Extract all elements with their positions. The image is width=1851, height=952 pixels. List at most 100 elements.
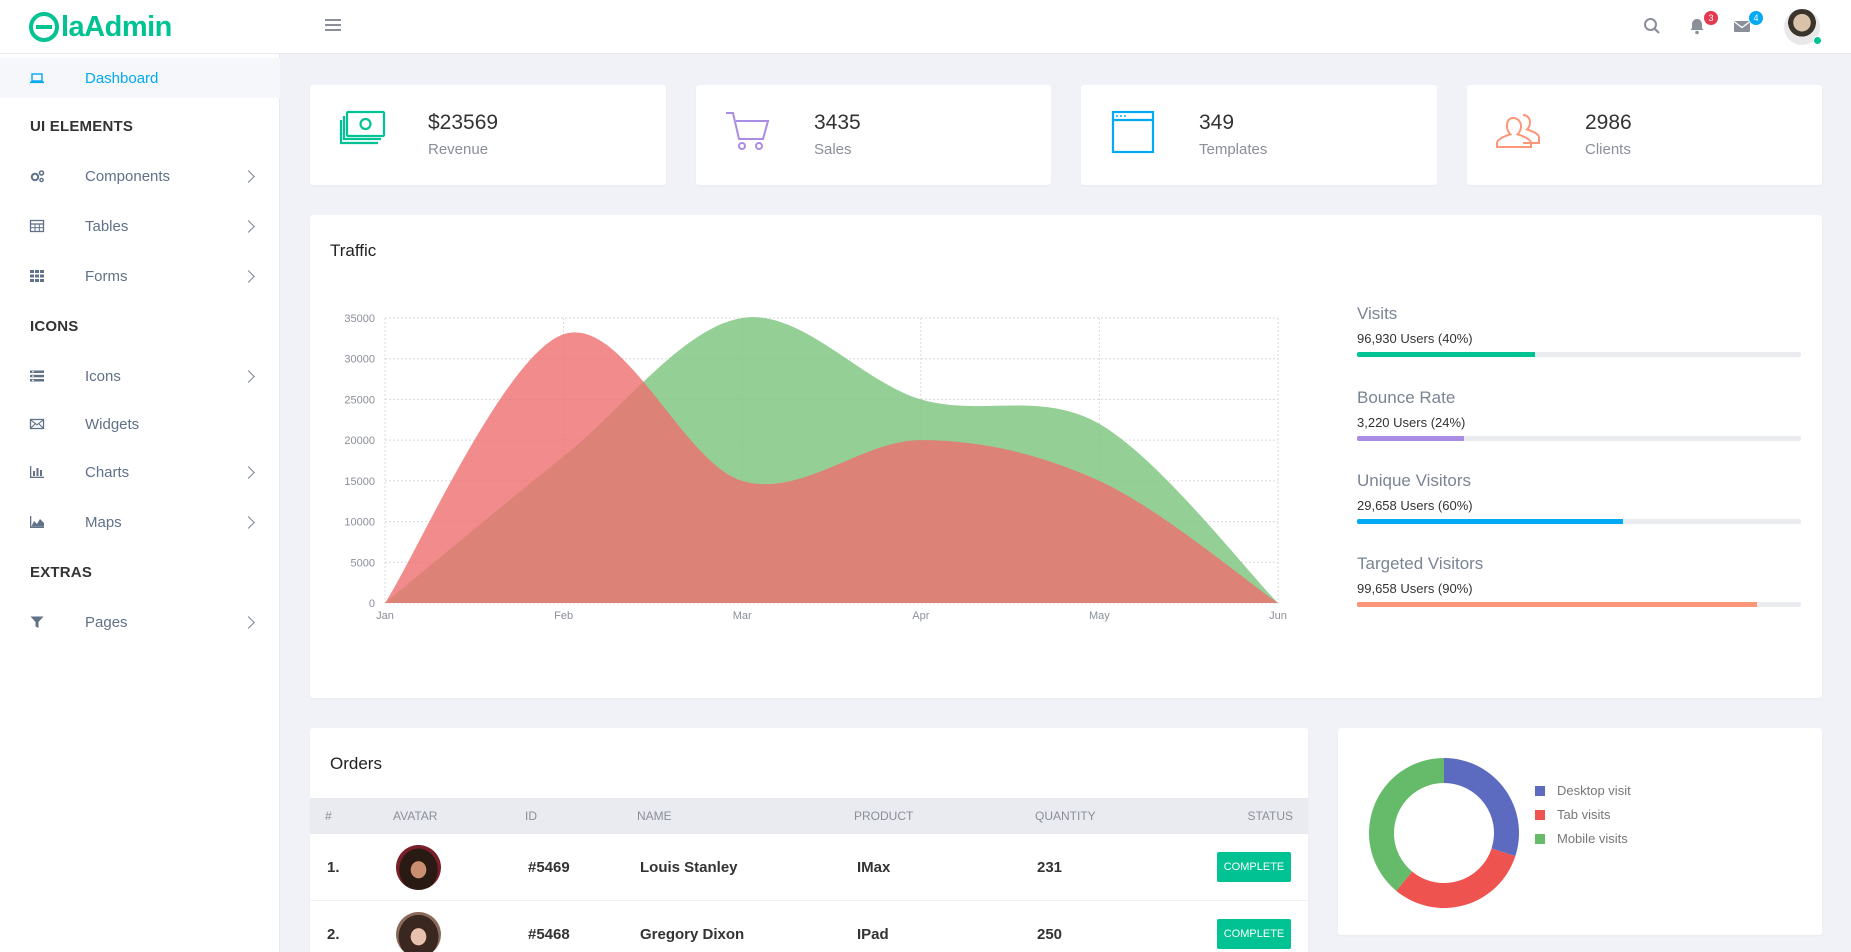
legend-label: Desktop visit: [1557, 783, 1631, 798]
progress-title: Visits: [1357, 304, 1398, 323]
sidebar-item-label: Dashboard: [85, 69, 159, 87]
y-tick-label: 15000: [344, 476, 375, 488]
product-name: IPad: [857, 926, 889, 943]
table-row[interactable]: 2. #5468 Gregory Dixon IPad 250 COMPLETE: [310, 901, 1308, 952]
cogs-icon: [29, 169, 45, 183]
laptop-icon: [29, 71, 45, 85]
cart-icon: [724, 109, 772, 151]
traffic-title: Traffic: [330, 241, 377, 260]
sidebar-item-label: Components: [85, 167, 171, 185]
stat-value: 3435: [814, 111, 861, 134]
stat-card-templates: 349 Templates: [1081, 85, 1437, 185]
table-icon: [29, 219, 45, 233]
orders-table-header: # AVATAR ID NAME PRODUCT QUANTITY STATUS: [310, 798, 1308, 834]
logo-mark: [29, 12, 59, 42]
donut-slice: [1369, 758, 1444, 891]
stat-card-sales: 3435 Sales: [696, 85, 1051, 185]
status-badge[interactable]: COMPLETE: [1217, 852, 1291, 882]
legend-item: Mobile visits: [1535, 831, 1628, 846]
row-number: 2.: [327, 926, 340, 943]
sidebar-item-forms[interactable]: Forms: [0, 256, 280, 296]
area-chart-icon: [29, 515, 45, 529]
chevron-right-icon: [242, 465, 255, 479]
progress-subtitle: 29,658 Users (60%): [1357, 498, 1473, 513]
y-tick-label: 25000: [344, 394, 375, 406]
sidebar-item-tables[interactable]: Tables: [0, 206, 280, 246]
sidebar-item-charts[interactable]: Charts: [0, 452, 280, 492]
progress-fill: [1357, 436, 1464, 441]
sidebar-item-pages[interactable]: Pages: [0, 602, 280, 642]
status-badge[interactable]: COMPLETE: [1217, 919, 1291, 949]
table-row[interactable]: 1. #5469 Louis Stanley IMax 231 COMPLETE: [310, 834, 1308, 901]
legend-swatch: [1535, 785, 1545, 796]
column-header: NAME: [637, 809, 672, 823]
sidebar-item-components[interactable]: Components: [0, 156, 280, 196]
sidebar-item-widgets[interactable]: Widgets: [0, 404, 280, 444]
column-header: QUANTITY: [1035, 809, 1096, 823]
sidebar-item-dashboard[interactable]: Dashboard: [0, 58, 280, 98]
area-series-2: [385, 332, 1278, 603]
stat-label: Templates: [1199, 141, 1268, 158]
sidebar-item-label: Icons: [85, 367, 121, 385]
legend-swatch: [1535, 809, 1545, 820]
x-tick-label: Jun: [1269, 610, 1287, 622]
y-tick-label: 10000: [344, 517, 375, 529]
stat-value: 2986: [1585, 111, 1632, 134]
sidebar-item-label: Charts: [85, 463, 130, 481]
sidebar-item-maps[interactable]: Maps: [0, 502, 280, 542]
customer-avatar: [396, 845, 441, 890]
sidebar-item-label: Forms: [85, 267, 128, 285]
stat-card-clients: 2986 Clients: [1467, 85, 1822, 185]
y-tick-label: 35000: [344, 313, 375, 325]
menu-toggle-icon[interactable]: [325, 19, 341, 33]
section-title-extras: EXTRAS: [30, 564, 93, 581]
legend-item: Tab visits: [1535, 807, 1610, 822]
customer-avatar: [396, 912, 441, 952]
stat-label: Revenue: [428, 141, 489, 158]
legend-label: Tab visits: [1557, 807, 1611, 822]
legend-swatch: [1535, 833, 1545, 844]
section-title-ui-elements: UI ELEMENTS: [30, 118, 134, 135]
logo-text: laAdmin: [61, 10, 172, 43]
x-tick-label: Jan: [376, 610, 394, 622]
y-tick-label: 20000: [344, 435, 375, 447]
sidebar-item-label: Widgets: [85, 415, 140, 433]
legend-label: Mobile visits: [1557, 831, 1628, 846]
product-name: IMax: [857, 859, 891, 876]
envelope-icon[interactable]: 4: [1733, 11, 1763, 39]
chevron-right-icon: [242, 615, 255, 629]
grid-icon: [29, 269, 45, 283]
y-tick-label: 30000: [344, 354, 375, 366]
stat-value: 349: [1199, 111, 1235, 134]
top-header: laAdmin 3 4: [0, 0, 1851, 54]
progress-title: Unique Visitors: [1357, 471, 1472, 490]
x-tick-label: May: [1089, 610, 1110, 622]
bar-chart-icon: [29, 465, 45, 479]
bell-icon[interactable]: 3: [1688, 11, 1718, 39]
customer-name: Gregory Dixon: [640, 926, 745, 943]
stat-label: Sales: [814, 141, 852, 158]
money-icon: [338, 109, 386, 151]
column-header: #: [325, 809, 332, 823]
column-header: STATUS: [1247, 809, 1293, 823]
sidebar-item-icons[interactable]: Icons: [0, 356, 280, 396]
progress-title: Bounce Rate: [1357, 388, 1456, 407]
progress-bar-targeted-visitors: [1357, 602, 1801, 607]
app-logo[interactable]: laAdmin: [29, 9, 172, 45]
search-icon[interactable]: [1643, 17, 1665, 39]
progress-bar-unique-visitors: [1357, 519, 1801, 524]
progress-bar-visits: [1357, 352, 1801, 357]
sidebar-item-label: Pages: [85, 613, 128, 631]
donut-slice: [1396, 848, 1516, 908]
envelope-icon: [29, 417, 45, 431]
legend-item: Desktop visit: [1535, 783, 1631, 798]
column-header: AVATAR: [393, 809, 438, 823]
sidebar-item-label: Maps: [85, 513, 122, 531]
filter-icon: [29, 615, 45, 629]
browser-icon: [1109, 109, 1157, 154]
order-id: #5468: [528, 926, 570, 943]
stat-label: Clients: [1585, 141, 1631, 158]
progress-subtitle: 96,930 Users (40%): [1357, 331, 1473, 346]
progress-fill: [1357, 602, 1757, 607]
sidebar: Dashboard UI ELEMENTS Components Tables …: [0, 54, 280, 952]
